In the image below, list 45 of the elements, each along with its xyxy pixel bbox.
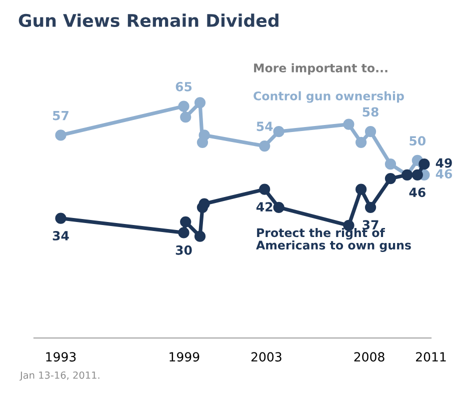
text: Control gun ownership xyxy=(254,91,404,103)
point xyxy=(356,184,367,195)
point xyxy=(273,126,284,138)
point xyxy=(180,216,192,228)
data-label: 34 xyxy=(52,230,69,240)
data-label: 46 xyxy=(436,169,452,179)
point xyxy=(418,158,430,170)
point xyxy=(55,130,66,141)
point xyxy=(364,126,376,138)
point xyxy=(384,172,396,184)
point xyxy=(198,198,210,210)
point xyxy=(198,130,210,141)
point xyxy=(178,100,190,112)
data-label: 30 xyxy=(176,245,192,255)
point xyxy=(356,136,367,148)
series-label: Protect the right of Americans to own guns xyxy=(256,228,411,252)
point xyxy=(343,118,354,130)
point xyxy=(259,184,270,195)
data-label: 37 xyxy=(362,220,378,230)
point xyxy=(180,112,192,123)
x-tick-label: 1993 xyxy=(46,352,76,362)
text: Jan 13-16, 2011. xyxy=(19,371,100,381)
data-label: 57 xyxy=(53,110,68,120)
data-label: 54 xyxy=(256,122,273,132)
point xyxy=(178,227,190,238)
data-label: 46 xyxy=(409,188,426,198)
x-tick-label: 1999 xyxy=(170,352,200,362)
data-label: 50 xyxy=(410,136,426,146)
point xyxy=(259,140,270,152)
point xyxy=(194,230,206,242)
point xyxy=(412,169,423,180)
point xyxy=(364,202,376,213)
chart-title: Gun Views Remain Divided xyxy=(18,14,278,28)
data-label: 42 xyxy=(256,202,272,212)
point xyxy=(384,158,396,170)
legend-title: More important to... xyxy=(254,63,388,75)
data-label: 49 xyxy=(436,158,452,168)
data-label: 65 xyxy=(176,82,192,92)
x-tick-label: 2003 xyxy=(251,352,282,362)
point xyxy=(55,212,66,224)
data-label: 58 xyxy=(362,107,378,117)
point xyxy=(273,202,284,213)
x-tick-label: 2011 xyxy=(416,352,446,362)
x-tick-label: 2008 xyxy=(354,352,384,362)
point xyxy=(194,97,206,108)
